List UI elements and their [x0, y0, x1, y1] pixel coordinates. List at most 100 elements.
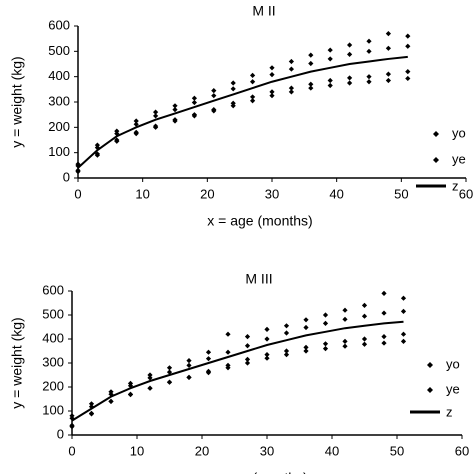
y-tick-label: 100 — [42, 402, 64, 417]
x-tick-label: 10 — [130, 443, 144, 458]
data-point — [303, 344, 309, 350]
data-point — [308, 85, 314, 91]
data-point — [225, 365, 231, 371]
data-point — [400, 338, 407, 344]
data-point — [225, 349, 231, 355]
x-tick-label: 0 — [74, 186, 81, 201]
legend-label: z — [446, 404, 453, 419]
data-point — [108, 398, 114, 404]
data-point — [381, 334, 387, 340]
data-point — [288, 66, 294, 72]
data-point — [327, 82, 333, 89]
data-point — [264, 355, 270, 361]
y-tick-label: 0 — [57, 426, 64, 441]
data-point — [205, 349, 212, 355]
x-tick-label: 30 — [260, 443, 274, 458]
data-point — [172, 107, 178, 113]
data-point — [186, 374, 192, 380]
data-point — [264, 326, 270, 332]
y-tick-label: 300 — [48, 93, 70, 108]
data-point — [205, 356, 212, 362]
x-tick-label: 20 — [200, 186, 214, 201]
data-point — [264, 336, 270, 342]
data-point — [250, 79, 256, 85]
data-point — [230, 80, 236, 86]
x-tick-label: 40 — [329, 186, 343, 201]
data-point — [186, 362, 192, 368]
data-point — [127, 392, 134, 398]
data-point — [400, 308, 407, 314]
x-tick-label: 50 — [394, 186, 408, 201]
data-point — [322, 312, 329, 318]
data-point — [269, 72, 275, 78]
data-point — [205, 370, 212, 376]
y-tick-label: 100 — [48, 144, 70, 159]
data-point — [172, 103, 178, 109]
data-point — [405, 75, 411, 82]
data-point — [327, 56, 333, 62]
data-point — [283, 348, 290, 354]
data-point — [166, 379, 173, 385]
data-point — [405, 33, 411, 39]
y-tick-label: 500 — [48, 43, 70, 58]
data-point — [347, 80, 353, 86]
data-point — [264, 352, 270, 358]
legend-label: z — [452, 178, 459, 193]
data-point — [133, 121, 139, 127]
data-point — [322, 341, 329, 347]
data-point — [308, 60, 314, 67]
fit-line — [71, 320, 404, 422]
data-point — [225, 331, 231, 337]
data-point — [211, 108, 217, 114]
y-tick-label: 300 — [42, 354, 64, 369]
data-point — [153, 113, 159, 119]
data-point — [166, 365, 173, 371]
data-point — [69, 424, 75, 430]
data-point — [405, 43, 411, 49]
data-point — [191, 113, 197, 119]
data-point — [250, 94, 256, 100]
data-point — [405, 69, 411, 75]
x-tick-label: 60 — [455, 443, 469, 458]
data-point — [133, 118, 139, 124]
data-point — [303, 317, 309, 323]
data-point — [88, 401, 95, 407]
y-tick-label: 0 — [63, 169, 70, 184]
data-point — [147, 385, 153, 391]
data-point — [381, 340, 387, 346]
data-point — [153, 109, 159, 115]
data-point — [153, 124, 159, 130]
x-tick-label: 60 — [459, 186, 473, 201]
legend-label: ye — [446, 381, 460, 396]
data-point — [361, 313, 368, 319]
data-point — [147, 372, 153, 378]
data-point — [366, 79, 372, 85]
data-point — [69, 415, 75, 421]
data-point — [283, 323, 290, 329]
data-point — [244, 334, 251, 340]
data-point — [327, 77, 333, 84]
legend-marker — [427, 362, 433, 368]
legend-marker — [433, 131, 439, 137]
data-point — [75, 169, 81, 175]
data-point — [303, 324, 309, 331]
data-point — [366, 74, 372, 80]
data-point — [303, 348, 309, 354]
data-point — [288, 89, 294, 95]
legend-label: ye — [452, 151, 466, 166]
data-point — [191, 99, 197, 106]
data-point — [381, 290, 387, 296]
data-point — [342, 307, 348, 313]
data-point — [244, 360, 251, 366]
x-tick-label: 40 — [325, 443, 339, 458]
data-point — [322, 346, 329, 352]
data-point — [342, 338, 348, 344]
data-point — [244, 343, 251, 349]
data-point — [361, 302, 368, 308]
y-tick-label: 600 — [48, 17, 70, 32]
data-point — [133, 131, 139, 137]
fit-line — [77, 55, 408, 169]
data-point — [385, 31, 391, 37]
data-point — [94, 152, 100, 158]
